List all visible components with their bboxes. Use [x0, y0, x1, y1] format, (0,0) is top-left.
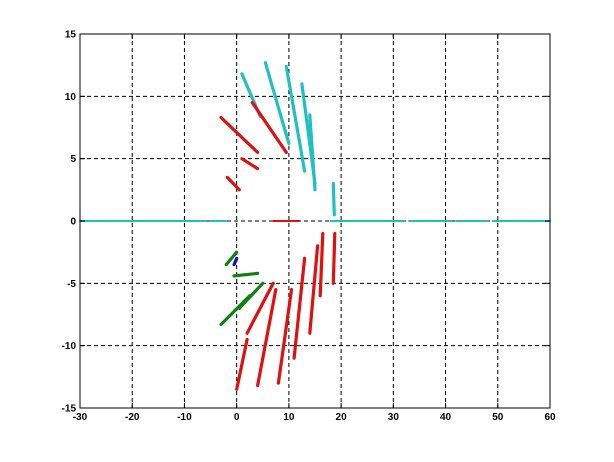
- x-tick-label: 10: [283, 412, 295, 423]
- data-segment: [245, 281, 275, 335]
- tick-labels: -30 -20 -10 0 10 20 30 40 50 60 -15 -10 -5 0 5 10 15: [62, 30, 556, 424]
- y-tick-label: 0: [70, 217, 76, 228]
- grid: [80, 34, 550, 408]
- x-tick-label: 50: [492, 412, 504, 423]
- y-tick-label: -15: [62, 404, 77, 415]
- data-segment: [219, 115, 260, 154]
- y-tick-label: 10: [65, 92, 77, 103]
- series-0: [79, 61, 551, 222]
- x-tick-label: -10: [177, 412, 192, 423]
- data-segment: [225, 175, 241, 192]
- data-segment: [263, 61, 291, 146]
- series-2: [219, 250, 265, 327]
- series-group: [79, 61, 551, 391]
- data-segment: [331, 231, 337, 285]
- data-segment: [284, 64, 307, 173]
- y-tick-label: -10: [62, 341, 77, 352]
- data-segment: [276, 288, 294, 385]
- x-tick-label: -20: [125, 412, 140, 423]
- data-segment: [250, 100, 288, 154]
- data-segment: [240, 157, 260, 171]
- series-1: [219, 100, 337, 391]
- x-tick-label: 20: [336, 412, 348, 423]
- x-tick-label: 30: [388, 412, 400, 423]
- data-segment: [308, 244, 320, 335]
- data-segment: [331, 182, 336, 217]
- data-segment: [235, 337, 249, 391]
- y-tick-label: -5: [67, 279, 76, 290]
- data-segment: [232, 256, 239, 267]
- data-segment: [256, 288, 278, 388]
- series-3: [232, 256, 239, 267]
- data-segment: [232, 271, 260, 278]
- data-segment: [224, 250, 239, 267]
- y-tick-label: 15: [65, 30, 77, 41]
- data-segment: [292, 256, 307, 360]
- tick-marks: [79, 33, 551, 409]
- y-tick-label: 5: [70, 154, 76, 165]
- x-tick-label: -30: [73, 412, 88, 423]
- x-tick-label: 0: [234, 412, 240, 423]
- data-segment: [308, 113, 317, 192]
- data-segment: [237, 281, 265, 310]
- data-segment: [318, 231, 325, 298]
- x-tick-label: 60: [544, 412, 556, 423]
- x-tick-label: 40: [440, 412, 452, 423]
